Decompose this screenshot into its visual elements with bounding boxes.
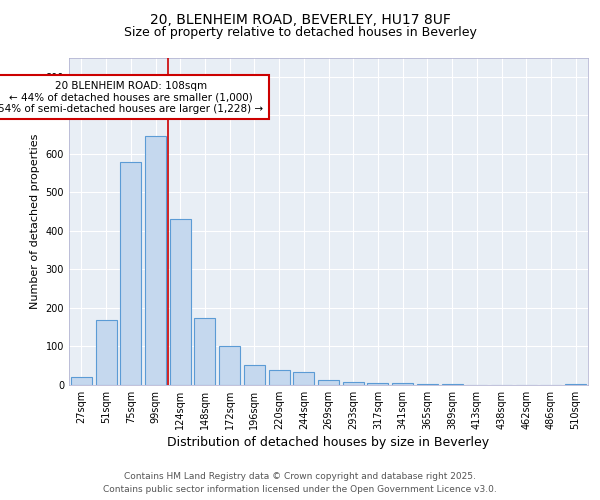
Text: 20, BLENHEIM ROAD, BEVERLEY, HU17 8UF: 20, BLENHEIM ROAD, BEVERLEY, HU17 8UF xyxy=(149,12,451,26)
Text: 20 BLENHEIM ROAD: 108sqm
← 44% of detached houses are smaller (1,000)
54% of sem: 20 BLENHEIM ROAD: 108sqm ← 44% of detach… xyxy=(0,80,263,114)
Bar xyxy=(392,384,413,385)
X-axis label: Distribution of detached houses by size in Beverley: Distribution of detached houses by size … xyxy=(167,436,490,449)
Text: Contains HM Land Registry data © Crown copyright and database right 2025.: Contains HM Land Registry data © Crown c… xyxy=(124,472,476,481)
Bar xyxy=(219,346,240,385)
Bar xyxy=(293,372,314,385)
Bar xyxy=(318,380,339,385)
Bar xyxy=(244,365,265,385)
Bar xyxy=(565,384,586,385)
Bar xyxy=(170,220,191,385)
Bar xyxy=(269,370,290,385)
Text: Size of property relative to detached houses in Beverley: Size of property relative to detached ho… xyxy=(124,26,476,39)
Bar xyxy=(343,382,364,385)
Bar xyxy=(71,378,92,385)
Bar xyxy=(95,320,116,385)
Y-axis label: Number of detached properties: Number of detached properties xyxy=(30,134,40,309)
Bar xyxy=(145,136,166,385)
Bar xyxy=(194,318,215,385)
Bar xyxy=(367,383,388,385)
Bar xyxy=(120,162,141,385)
Text: Contains public sector information licensed under the Open Government Licence v3: Contains public sector information licen… xyxy=(103,485,497,494)
Bar xyxy=(442,384,463,385)
Bar xyxy=(417,384,438,385)
